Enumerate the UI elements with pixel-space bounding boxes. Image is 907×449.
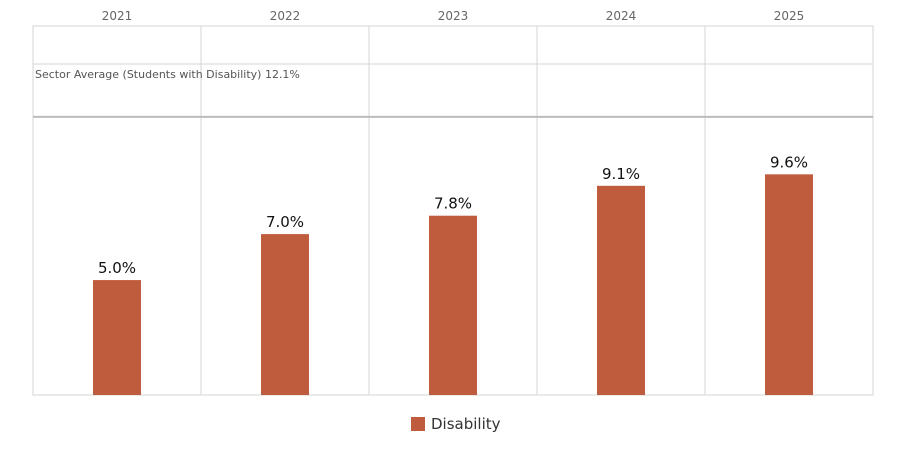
bar-2021 bbox=[93, 280, 141, 395]
header-cell-2021 bbox=[32, 25, 202, 65]
bars bbox=[93, 174, 813, 395]
column-label-2025: 2025 bbox=[774, 9, 805, 23]
column-label-2021: 2021 bbox=[102, 9, 133, 23]
bar-2024 bbox=[597, 185, 645, 395]
bar-2022 bbox=[261, 234, 309, 395]
column-label-2024: 2024 bbox=[606, 9, 637, 23]
value-label-2022: 7.0% bbox=[266, 213, 304, 231]
value-label-2023: 7.8% bbox=[434, 195, 472, 213]
bar-2023 bbox=[429, 215, 477, 395]
header-cell-2024 bbox=[536, 25, 706, 65]
header-cell-2023 bbox=[368, 25, 538, 65]
legend: Disability bbox=[411, 415, 501, 433]
value-label-2024: 9.1% bbox=[602, 165, 640, 183]
column-header-labels: 2021 2022 2023 2024 2025 bbox=[102, 9, 805, 23]
value-labels: 5.0% 7.0% 7.8% 9.1% 9.6% bbox=[98, 153, 808, 277]
header-cell-2025 bbox=[704, 25, 874, 65]
legend-label: Disability bbox=[431, 415, 501, 433]
column-label-2022: 2022 bbox=[270, 9, 301, 23]
column-header-cells bbox=[32, 25, 874, 65]
reference-line-label: Sector Average (Students with Disability… bbox=[35, 68, 300, 81]
bar-2025 bbox=[765, 174, 813, 395]
value-label-2025: 9.6% bbox=[770, 153, 808, 171]
header-cell-2022 bbox=[200, 25, 370, 65]
value-label-2021: 5.0% bbox=[98, 259, 136, 277]
legend-swatch bbox=[411, 417, 425, 431]
column-label-2023: 2023 bbox=[438, 9, 469, 23]
